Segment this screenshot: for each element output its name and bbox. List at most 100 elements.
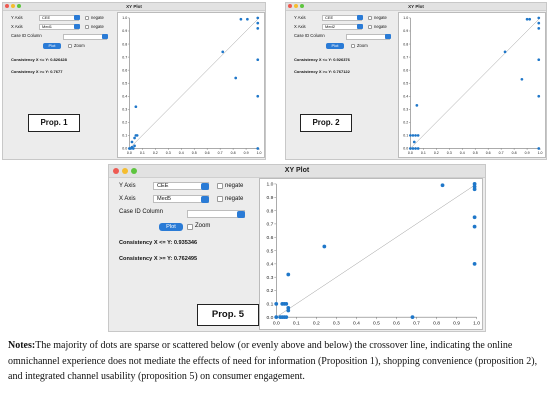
y-axis-dropdown-icon[interactable]	[357, 15, 363, 20]
data-point	[133, 136, 136, 140]
data-point	[274, 315, 279, 320]
data-point	[284, 315, 289, 320]
notes-text: The majority of dots are sparse or scatt…	[8, 340, 538, 382]
y-tick-label: 0.7	[266, 222, 273, 228]
window-title: XY Plot	[284, 167, 310, 174]
xy-plot-area: 0.0 0.1 0.2 0.3 0.4 0.5 0.6 0.7 0.8 0.9 1.0 0.0 0.1 0…	[259, 178, 483, 330]
y-tick-label: 0.5	[122, 81, 127, 85]
x-negate-label: negate	[374, 24, 387, 29]
y-negate-checkbox[interactable]	[368, 16, 372, 20]
y-negate-checkbox[interactable]	[217, 183, 223, 189]
case-id-dropdown-icon[interactable]	[385, 34, 391, 39]
y-tick-label: 0.2	[122, 121, 127, 125]
x-axis-select[interactable]: Med2	[322, 24, 362, 30]
data-point	[246, 17, 249, 21]
y-axis-select[interactable]: CEE	[39, 15, 79, 21]
zoom-checkbox[interactable]	[187, 224, 193, 230]
x-tick-label: 1.0	[473, 321, 480, 327]
data-point	[537, 21, 541, 25]
y-tick-label: 0.7	[122, 55, 127, 59]
y-axis-select[interactable]: CEE	[322, 15, 362, 21]
data-point	[440, 183, 445, 188]
xy-plot-area: 0.0 0.1 0.2 0.3 0.4 0.5 0.6 0.7 0.8 0.9 1.0 0.0 0.1 0…	[117, 12, 265, 158]
close-window-button[interactable]	[113, 168, 119, 174]
y-tick-label: 0.4	[266, 262, 273, 268]
y-tick-label: 0.9	[266, 195, 273, 201]
crossover-line	[410, 17, 541, 149]
y-axis-dropdown-icon[interactable]	[74, 15, 80, 20]
minimize-window-button[interactable]	[294, 4, 298, 8]
x-tick-label: 0.3	[333, 321, 340, 327]
x-tick-label: 0.3	[166, 151, 171, 155]
x-tick-label: 0.7	[499, 151, 504, 155]
x-tick-label: 0.0	[273, 321, 280, 327]
y-tick-label: 0.4	[403, 95, 408, 99]
y-negate-label: negate	[225, 183, 244, 189]
x-axis-dropdown-icon[interactable]	[357, 24, 363, 29]
y-tick-label: 0.2	[403, 121, 408, 125]
data-point	[416, 147, 420, 150]
y-tick-label: 0.3	[122, 108, 127, 112]
y-tick-label: 0.3	[403, 108, 408, 112]
case-id-label: Case ID Column	[11, 33, 42, 38]
y-tick-label: 0.0	[403, 147, 408, 151]
case-id-select[interactable]	[63, 34, 107, 40]
case-id-dropdown-icon[interactable]	[237, 210, 245, 218]
data-point	[472, 182, 477, 186]
x-axis-select[interactable]: Med1	[39, 24, 79, 30]
x-tick-label: 0.1	[140, 151, 145, 155]
plot-button[interactable]: Plot	[326, 43, 344, 49]
scatter-chart: 0.0 0.1 0.2 0.3 0.4 0.5 0.6 0.7 0.8 0.9 1.0 0.0 0.1 0…	[266, 182, 480, 327]
y-tick-label: 0.5	[266, 248, 273, 254]
data-point	[411, 134, 415, 137]
y-axis-label: Y Axis	[294, 15, 306, 20]
y-tick-label: 0.5	[403, 81, 408, 85]
x-negate-checkbox[interactable]	[85, 25, 89, 29]
data-point	[256, 27, 260, 30]
y-tick-label: 0.8	[122, 42, 127, 46]
data-point	[414, 134, 417, 137]
y-tick-label: 0.4	[122, 95, 127, 99]
data-point	[537, 27, 541, 30]
zoom-label: Zoom	[74, 43, 85, 48]
x-negate-checkbox[interactable]	[368, 25, 372, 29]
crossover-line	[129, 17, 260, 149]
plot-button[interactable]: Plot	[159, 223, 183, 231]
data-point	[472, 184, 477, 189]
y-negate-checkbox[interactable]	[85, 16, 89, 20]
y-negate-label: negate	[91, 15, 104, 20]
case-id-select[interactable]	[346, 34, 390, 40]
x-tick-label: 0.6	[486, 151, 491, 155]
y-tick-label: 0.6	[403, 68, 408, 72]
x-axis-label: X Axis	[294, 24, 306, 29]
maximize-window-button[interactable]	[300, 4, 304, 8]
y-tick-label: 0.6	[122, 68, 127, 72]
minimize-window-button[interactable]	[122, 168, 128, 174]
data-point	[256, 94, 260, 98]
maximize-window-button[interactable]	[17, 4, 21, 8]
x-negate-checkbox[interactable]	[217, 196, 223, 202]
plot-button[interactable]: Plot	[43, 43, 61, 49]
x-axis-dropdown-icon[interactable]	[201, 195, 209, 203]
x-tick-label: 0.7	[413, 321, 420, 327]
y-axis-dropdown-icon[interactable]	[201, 182, 209, 190]
y-tick-label: 0.8	[403, 42, 408, 46]
close-window-button[interactable]	[5, 4, 9, 8]
prop-label: Prop. 2	[300, 114, 352, 132]
y-tick-label: 0.8	[266, 208, 273, 214]
zoom-checkbox[interactable]	[68, 44, 72, 48]
data-point	[131, 147, 135, 150]
x-tick-label: 1.0	[538, 151, 543, 155]
data-point	[472, 261, 477, 266]
zoom-checkbox[interactable]	[351, 44, 355, 48]
maximize-window-button[interactable]	[131, 168, 137, 174]
close-window-button[interactable]	[288, 4, 292, 8]
minimize-window-button[interactable]	[11, 4, 15, 8]
y-axis-label: Y Axis	[119, 183, 136, 189]
x-axis-dropdown-icon[interactable]	[74, 24, 80, 29]
case-id-dropdown-icon[interactable]	[102, 34, 108, 39]
y-tick-label: 0.0	[122, 147, 127, 151]
x-tick-label: 0.7	[218, 151, 223, 155]
x-tick-label: 1.0	[257, 151, 262, 155]
y-tick-label: 0.9	[122, 29, 127, 33]
